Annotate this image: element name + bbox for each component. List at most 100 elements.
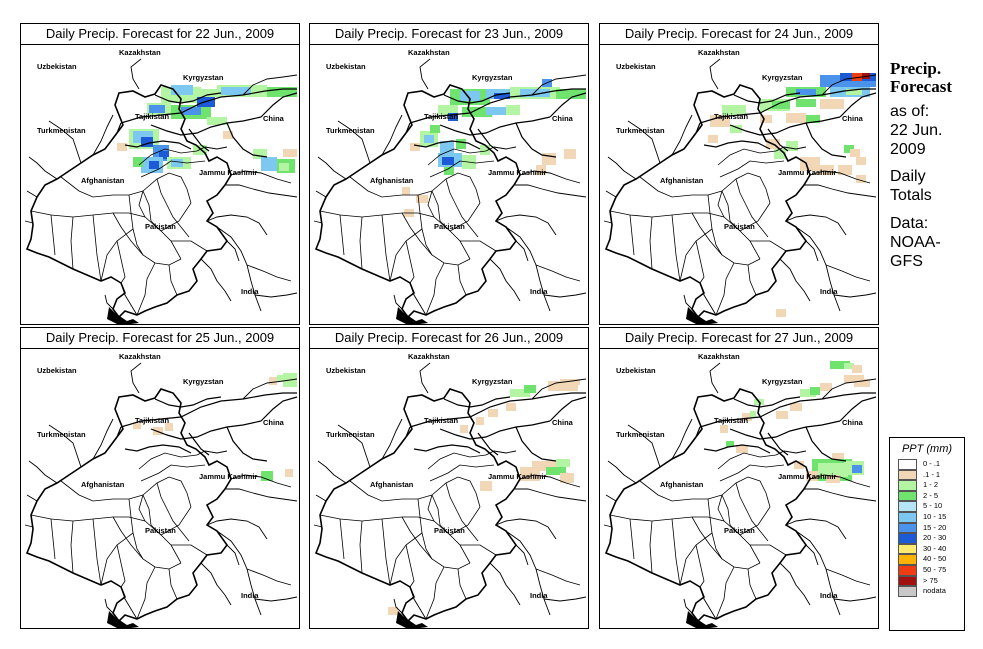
province-boundary [609,514,708,522]
province-boundary [128,498,144,560]
legend-label: 20 - 30 [923,533,947,543]
regional-boundary [505,530,551,616]
province-boundary [629,518,635,560]
regional-boundary [225,488,298,502]
regional-boundary [709,362,721,394]
forecast-panel-5: Daily Precip. Forecast for 26 Jun., 2009… [309,327,589,629]
label-tajikistan: Tajikistan [135,112,169,121]
precip-cell [269,377,277,385]
northern-boundary [689,426,701,446]
regional-boundary [393,294,403,310]
label-kyrgyzstan: Kyrgyzstan [183,377,224,386]
regional-boundary [531,74,587,96]
legend-item: 0 - .1 [890,459,964,470]
regional-boundary [26,190,38,198]
province-boundary [138,494,146,522]
province-boundary [721,190,761,260]
regional-boundary [495,214,557,236]
label-kyrgyzstan: Kyrgyzstan [183,73,224,82]
province-boundary [445,178,479,238]
label-uzbekistan: Uzbekistan [326,62,366,71]
precip-cell [261,471,273,481]
regional-boundary [514,184,587,198]
legend-item: 1 - 2 [890,480,964,491]
label-jammu-kashmir: Jammu Kashmir [199,472,257,481]
province-boundary [142,190,182,260]
regional-boundary [683,598,693,614]
regional-boundary [671,418,693,460]
totals-line-2: Totals [890,187,932,204]
country-outline [25,84,232,319]
precip-cell [440,141,454,155]
precip-cell [117,143,127,151]
regional-boundary [315,190,327,198]
regional-boundary [605,190,617,198]
legend-label: > 75 [923,575,938,585]
precip-cell [800,389,816,397]
precip-cell [800,157,820,171]
label-kazakhstan: Kazakhstan [119,48,161,57]
regional-boundary [393,598,403,614]
label-kyrgyzstan: Kyrgyzstan [762,73,803,82]
heading-line-1: Precip. [890,59,942,78]
precip-cell [506,403,516,411]
precip-cell [133,157,143,167]
province-boundary [639,480,723,502]
northern-boundary [120,88,297,124]
precip-cell [480,481,492,491]
province-boundary [30,210,129,218]
regional-boundary [120,586,138,620]
northern-boundary [805,122,847,158]
regional-boundary [804,488,877,502]
label-india: India [530,591,548,600]
province-boundary [138,452,198,470]
legend-title: PPT (mm) [901,443,953,455]
northern-boundary [150,420,262,440]
precip-cell [818,165,834,175]
regional-boundary [317,460,347,484]
northern-boundary [260,396,298,422]
regional-boundary [48,424,82,468]
regional-boundary [543,596,587,602]
province-boundary [750,544,787,556]
regional-boundary [779,562,811,606]
legend-item: 5 - 10 [890,501,964,512]
precip-cell [462,107,492,117]
regional-boundary [825,264,871,282]
regional-boundary [317,156,347,180]
regional-boundary [313,220,323,224]
northern-boundary [399,426,411,446]
panel-title: Daily Precip. Forecast for 23 Jun., 2009 [310,24,588,45]
label-afghanistan: Afghanistan [660,176,704,185]
precip-cell [790,403,802,411]
province-boundary [116,240,126,284]
province-boundary [156,178,190,238]
province-boundary [349,176,433,198]
precip-cell [830,361,850,369]
precip-cell [416,195,428,203]
province-boundary [381,518,391,586]
northern-boundary [226,426,268,462]
precip-cell [852,465,862,473]
province-boundary [431,172,481,204]
label-afghanistan: Afghanistan [370,480,414,489]
label-kazakhstan: Kazakhstan [698,48,740,57]
regional-boundary [699,586,717,620]
label-jammu-kashmir: Jammu Kashmir [778,472,836,481]
precip-cell [536,165,546,175]
province-boundary [417,194,433,256]
forecast-map: Kazakhstan Uzbekistan Kyrgyzstan Tajikistan… [603,48,877,324]
regional-boundary [485,450,517,456]
province-boundary [735,178,769,238]
data-line-2: NOAA- [890,234,941,251]
province-boundary [171,240,208,252]
label-turkmenistan: Turkmenistan [37,126,86,135]
province-boundary [138,148,198,166]
precip-cell [494,93,510,99]
precip-cell [726,441,734,447]
province-boundary [100,228,134,282]
regional-boundary [489,258,521,302]
regional-boundary [419,362,431,394]
regional-boundary [315,494,327,502]
label-india: India [241,287,259,296]
